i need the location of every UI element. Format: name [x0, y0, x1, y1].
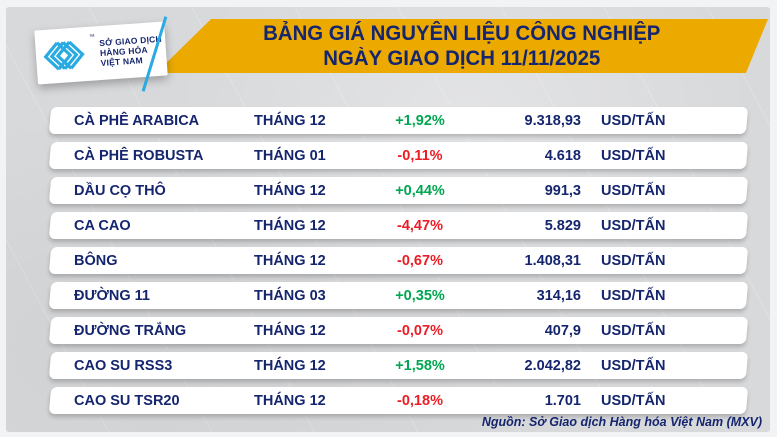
cell-price: 314,16 [536, 287, 581, 304]
cell-contract-month: THÁNG 01 [254, 147, 326, 164]
cell-price: 1.408,31 [524, 252, 581, 269]
table-row: CÀ PHÊ ARABICA THÁNG 12 +1,92% 9.318,93 USD/… [50, 107, 747, 134]
cell-commodity-name: ĐƯỜNG TRẮNG [74, 322, 187, 339]
cell-contract-month: THÁNG 12 [254, 112, 326, 129]
cell-percent-change: -0,07% [397, 322, 443, 339]
cell-percent-change: -0,18% [397, 392, 443, 409]
cell-unit: USD/TẤN [601, 252, 666, 269]
table-row: DẦU CỌ THÔ THÁNG 12 +0,44% 991,3 USD/TẤN [50, 177, 747, 204]
table-row: CAO SU RSS3 THÁNG 12 +1,58% 2.042,82 USD/TẤN [50, 352, 747, 379]
table-row: CÀ PHÊ ROBUSTA THÁNG 01 -0,11% 4.618 USD/TẤN [50, 142, 747, 169]
cell-commodity-name: BÔNG [74, 252, 118, 269]
cell-unit: USD/TẤN [601, 287, 666, 304]
cell-contract-month: THÁNG 12 [254, 322, 326, 339]
cell-contract-month: THÁNG 12 [254, 252, 326, 269]
table-row: CA CAO THÁNG 12 -4,47% 5.829 USD/TẤN [50, 212, 747, 239]
cell-commodity-name: CAO SU TSR20 [74, 392, 180, 409]
cell-unit: USD/TẤN [601, 112, 666, 129]
page-title: BẢNG GIÁ NGUYÊN LIỆU CÔNG NGHIỆP [263, 22, 661, 45]
cell-commodity-name: CÀ PHÊ ROBUSTA [74, 147, 204, 164]
cell-percent-change: -0,67% [397, 252, 443, 269]
cell-contract-month: THÁNG 12 [254, 217, 326, 234]
cell-commodity-name: CAO SU RSS3 [74, 357, 173, 374]
cell-unit: USD/TẤN [601, 322, 666, 339]
table-row: ĐƯỜNG 11 THÁNG 03 +0,35% 314,16 USD/TẤN [50, 282, 747, 309]
cell-contract-month: THÁNG 12 [254, 392, 326, 409]
cell-percent-change: +1,92% [395, 112, 445, 129]
cell-percent-change: -4,47% [397, 217, 443, 234]
cell-unit: USD/TẤN [601, 217, 666, 234]
cell-percent-change: -0,11% [397, 147, 443, 164]
cell-unit: USD/TẤN [601, 147, 666, 164]
cell-price: 9.318,93 [524, 112, 581, 129]
title-banner: BẢNG GIÁ NGUYÊN LIỆU CÔNG NGHIỆP NGÀY GI… [156, 19, 768, 73]
cell-contract-month: THÁNG 03 [254, 287, 326, 304]
cell-unit: USD/TẤN [601, 357, 666, 374]
cell-commodity-name: CÀ PHÊ ARABICA [74, 112, 200, 129]
cell-contract-month: THÁNG 12 [254, 182, 326, 199]
cell-percent-change: +1,58% [395, 357, 445, 374]
trademark-symbol: ™ [88, 34, 96, 41]
cell-unit: USD/TẤN [601, 392, 666, 409]
mxv-chevron-logo-icon [43, 40, 85, 71]
cell-contract-month: THÁNG 12 [254, 357, 326, 374]
infographic-background: BẢNG GIÁ NGUYÊN LIỆU CÔNG NGHIỆP NGÀY GI… [6, 7, 770, 432]
cell-price: 2.042,82 [524, 357, 581, 374]
cell-commodity-name: DẦU CỌ THÔ [74, 182, 166, 199]
mxv-logo-card: ™ SỞ GIAO DỊCH HÀNG HÓA VIỆT NAM [34, 21, 168, 85]
table-row: CAO SU TSR20 THÁNG 12 -0,18% 1.701 USD/TẤN [50, 387, 747, 414]
cell-price: 407,9 [544, 322, 581, 339]
cell-percent-change: +0,35% [395, 287, 445, 304]
table-row: ĐƯỜNG TRẮNG THÁNG 12 -0,07% 407,9 USD/TẤN [50, 317, 747, 344]
page-subtitle-date: NGÀY GIAO DỊCH 11/11/2025 [323, 47, 601, 70]
cell-price: 991,3 [544, 182, 581, 199]
cell-price: 5.829 [544, 217, 581, 234]
cell-percent-change: +0,44% [395, 182, 445, 199]
cell-price: 4.618 [544, 147, 581, 164]
source-attribution: Nguồn: Sở Giao dịch Hàng hóa Việt Nam (M… [481, 415, 762, 429]
table-row: BÔNG THÁNG 12 -0,67% 1.408,31 USD/TẤN [50, 247, 747, 274]
cell-unit: USD/TẤN [601, 182, 666, 199]
cell-price: 1.701 [544, 392, 581, 409]
cell-commodity-name: ĐƯỜNG 11 [74, 287, 150, 304]
cell-commodity-name: CA CAO [74, 217, 131, 234]
price-table: CÀ PHÊ ARABICA THÁNG 12 +1,92% 9.318,93 USD/… [50, 107, 747, 422]
